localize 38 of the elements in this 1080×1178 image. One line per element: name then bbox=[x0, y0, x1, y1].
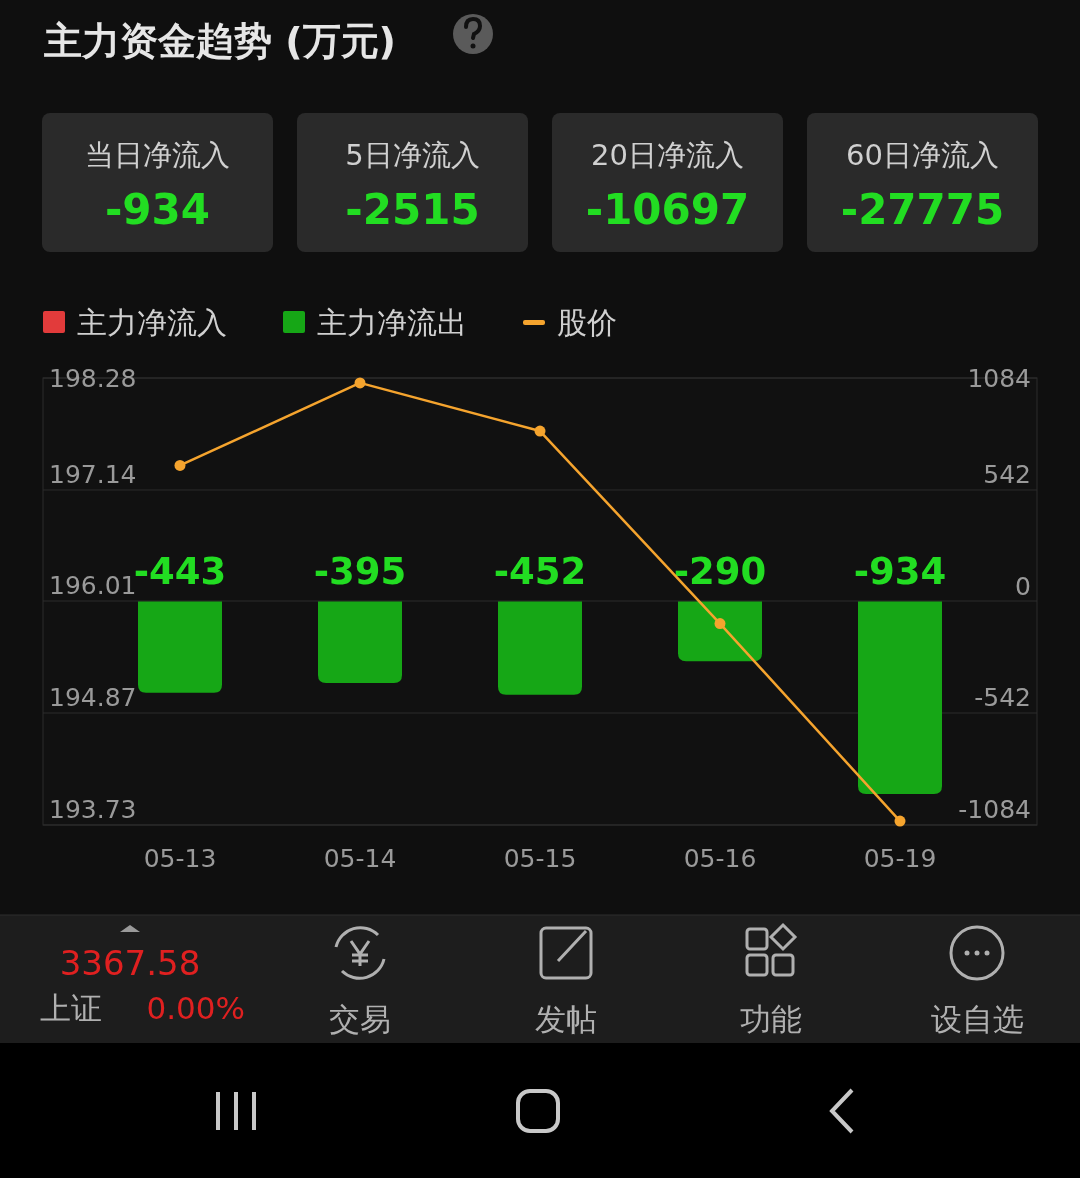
y-tick-label: 198.28 bbox=[49, 364, 137, 393]
text: 功能 bbox=[740, 1001, 802, 1037]
y2-tick-label: -1084 bbox=[958, 795, 1031, 824]
text: 20日净流入 bbox=[591, 138, 744, 172]
text: 当日净流入 bbox=[85, 138, 230, 172]
data-label: -290 bbox=[673, 549, 767, 593]
text: 交易 bbox=[329, 1001, 391, 1037]
y-tick-label: 197.14 bbox=[49, 460, 137, 489]
data-label: -452 bbox=[493, 549, 587, 593]
x-tick-label: 05-16 bbox=[683, 844, 757, 873]
y2-tick-label: -542 bbox=[974, 683, 1031, 713]
data-label: -443 bbox=[133, 549, 227, 593]
text: 60日净流入 bbox=[846, 138, 999, 172]
text: -934 bbox=[104, 185, 211, 234]
y2-tick-label: 0 bbox=[1015, 571, 1031, 601]
legend-label: 股价 bbox=[557, 305, 617, 340]
text: 5日净流入 bbox=[345, 138, 480, 172]
data-label: -934 bbox=[853, 549, 947, 593]
y2-tick-label: 542 bbox=[983, 459, 1031, 489]
x-tick-label: 05-15 bbox=[503, 844, 577, 873]
text: 主力资金趋势 (万元) bbox=[44, 19, 396, 63]
text: 上证 bbox=[40, 990, 102, 1026]
x-tick-label: 05-19 bbox=[863, 844, 937, 873]
text: -2515 bbox=[345, 185, 480, 234]
text: 设自选 bbox=[930, 1001, 1024, 1037]
text: 3367.58 bbox=[59, 943, 201, 983]
y-tick-label: 193.73 bbox=[49, 795, 137, 824]
text: -27775 bbox=[840, 185, 1005, 234]
y2-tick-label: 1084 bbox=[967, 364, 1031, 393]
x-tick-label: 05-14 bbox=[323, 844, 397, 873]
text: 发帖 bbox=[535, 1001, 597, 1037]
text: -10697 bbox=[585, 185, 750, 234]
text: 0.00% bbox=[146, 990, 245, 1026]
legend-label: 主力净流入 bbox=[77, 305, 227, 340]
legend-label: 主力净流出 bbox=[317, 305, 467, 340]
data-label: -395 bbox=[313, 549, 407, 593]
x-tick-label: 05-13 bbox=[143, 844, 217, 873]
y-tick-label: 194.87 bbox=[49, 683, 137, 712]
